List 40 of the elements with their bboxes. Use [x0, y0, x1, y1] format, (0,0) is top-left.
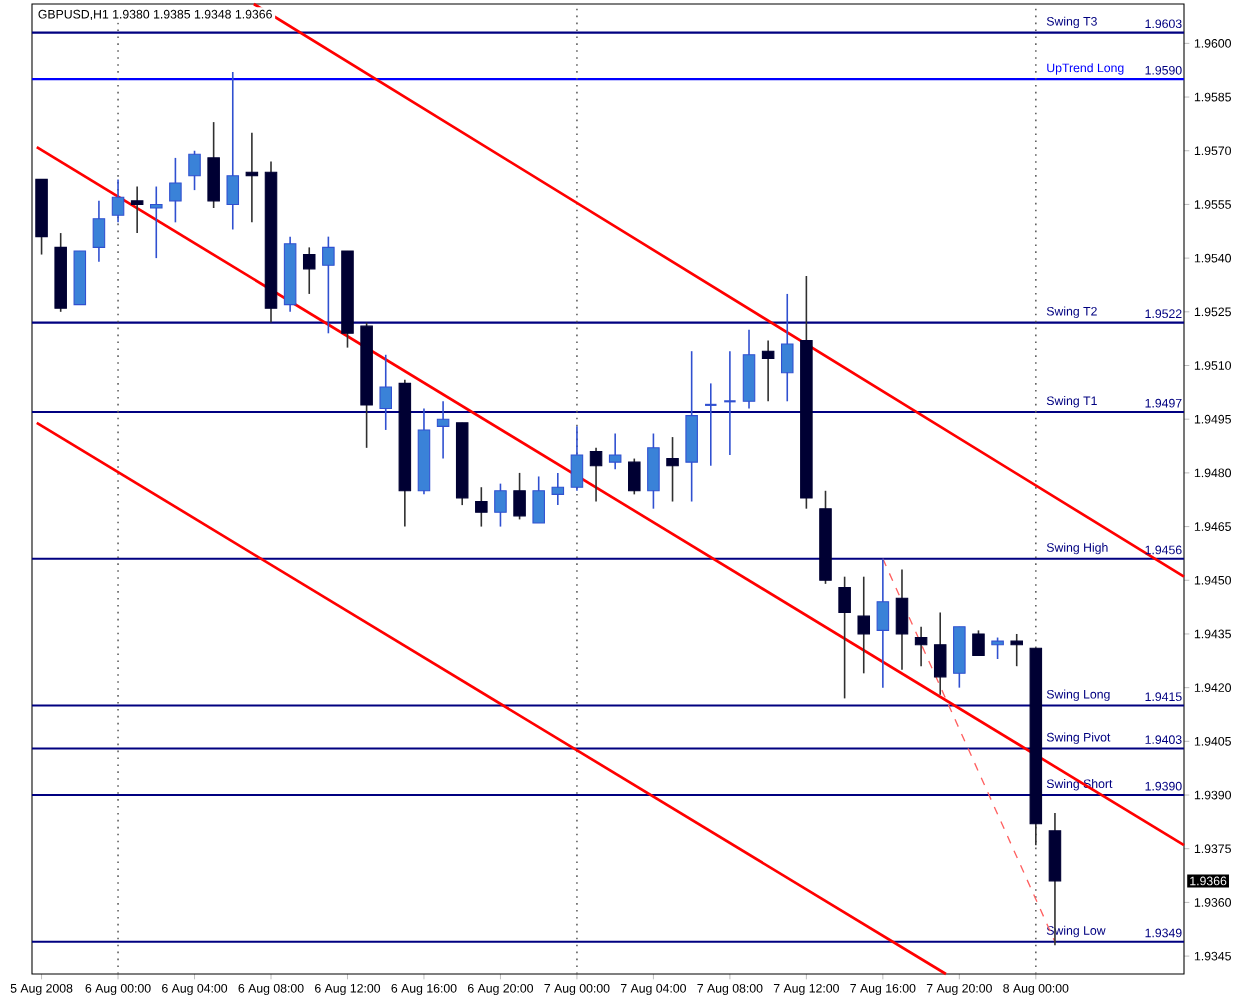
- candlestick: [991, 636, 1004, 660]
- candlestick: [475, 486, 488, 528]
- candlestick: [226, 71, 240, 231]
- candlestick: [628, 457, 641, 496]
- candlestick: [532, 475, 545, 524]
- candlestick: [207, 121, 220, 209]
- candlestick: [838, 575, 851, 700]
- candlestick: [111, 178, 125, 224]
- candlestick: [589, 447, 603, 503]
- candlestick: [494, 482, 507, 528]
- candlestick: [322, 235, 335, 335]
- candlestick: [436, 400, 450, 460]
- candlestick: [857, 575, 871, 675]
- candlestick: [780, 293, 794, 403]
- candlestick: [551, 472, 565, 506]
- candlestick: [245, 132, 259, 224]
- candlestick: [379, 353, 392, 431]
- candlestick: [608, 432, 622, 471]
- candlestick: [703, 382, 718, 467]
- candlestick: [188, 149, 201, 191]
- candlestick: [761, 339, 775, 403]
- candlestick: [895, 568, 909, 671]
- candlestick: [933, 611, 947, 696]
- candlestick: [876, 557, 890, 689]
- candlestick: [953, 626, 966, 689]
- candlestick: [1010, 633, 1023, 667]
- candlestick: [130, 185, 144, 234]
- candlestick: [302, 246, 316, 295]
- candlestick: [914, 626, 928, 667]
- candlestick: [972, 629, 985, 657]
- candlestick: [685, 350, 698, 503]
- candlestick: [723, 350, 737, 456]
- candlestick: [513, 472, 526, 521]
- candlestick: [150, 185, 163, 259]
- candlestick: [570, 425, 584, 492]
- candlestick: [666, 436, 679, 503]
- candlestick: [742, 328, 756, 410]
- candlestick: [169, 157, 182, 224]
- candlestick: [647, 432, 660, 510]
- candlestick: [92, 200, 106, 263]
